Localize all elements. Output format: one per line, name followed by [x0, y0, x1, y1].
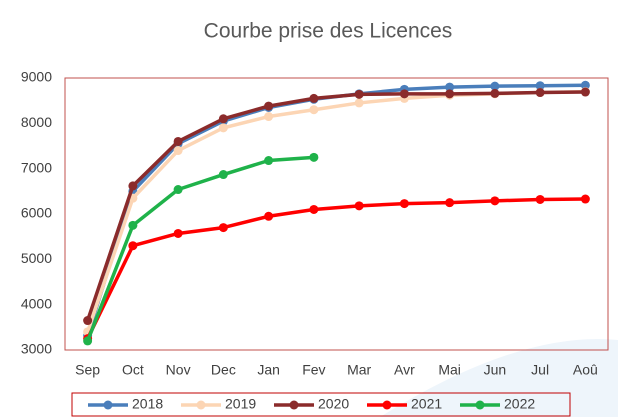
series-line — [85, 83, 586, 337]
legend-marker — [475, 400, 485, 410]
data-point — [128, 181, 138, 191]
legend-label: 2020 — [318, 396, 349, 412]
data-point — [83, 336, 93, 346]
y-tick-label: 9000 — [21, 69, 52, 85]
y-tick-label: 5000 — [21, 250, 52, 266]
data-point — [218, 170, 228, 180]
data-point — [490, 88, 500, 98]
data-point — [445, 82, 455, 92]
data-point — [218, 223, 228, 233]
data-point — [173, 136, 183, 146]
series-line — [85, 155, 314, 342]
data-point — [128, 241, 138, 251]
data-point — [173, 228, 183, 238]
series-line — [86, 197, 586, 340]
legend-box — [71, 392, 571, 417]
x-tick-label: Mar — [347, 362, 371, 378]
background-decoration — [380, 338, 618, 417]
data-point — [264, 112, 274, 122]
data-point — [399, 89, 409, 99]
series-line — [85, 89, 586, 333]
series-line — [85, 90, 586, 322]
data-point — [490, 81, 500, 91]
legend-label: 2019 — [225, 396, 256, 412]
data-point — [264, 101, 274, 111]
data-point — [309, 152, 319, 162]
y-tick-label: 6000 — [21, 205, 52, 221]
data-point — [309, 204, 319, 214]
x-tick-label: Mai — [438, 362, 461, 378]
legend-label: 2018 — [132, 396, 163, 412]
x-tick-label: Avr — [394, 362, 415, 378]
data-point — [309, 93, 319, 103]
data-point — [354, 98, 364, 108]
x-tick-label: Dec — [211, 362, 236, 378]
data-point — [264, 211, 274, 221]
x-tick-label: Jun — [484, 362, 507, 378]
data-point — [445, 89, 455, 99]
data-point — [309, 105, 319, 115]
x-tick-label: Jul — [531, 362, 549, 378]
data-point — [354, 89, 364, 99]
data-point — [264, 156, 274, 166]
y-tick-label: 4000 — [21, 295, 52, 311]
legend-marker — [103, 400, 113, 410]
legend-marker — [382, 400, 392, 410]
data-point — [218, 114, 228, 124]
legend-label: 2021 — [411, 396, 442, 412]
data-point — [173, 146, 183, 156]
legend-marker — [196, 400, 206, 410]
data-point — [535, 194, 545, 204]
x-tick-label: Oct — [122, 362, 144, 378]
x-tick-label: Sep — [75, 362, 100, 378]
data-point — [490, 196, 500, 206]
data-point — [580, 80, 590, 90]
chart-title: Courbe prise des Licences — [204, 20, 453, 43]
legend-label: 2022 — [504, 396, 535, 412]
y-tick-label: 7000 — [21, 159, 52, 175]
data-point — [580, 87, 590, 97]
data-point — [354, 201, 364, 211]
x-tick-label: Fev — [302, 362, 325, 378]
y-tick-label: 3000 — [21, 341, 52, 357]
plot-area — [64, 77, 609, 351]
data-point — [580, 194, 590, 204]
data-point — [128, 220, 138, 230]
x-tick-label: Aoû — [573, 362, 598, 378]
x-tick-label: Jan — [257, 362, 280, 378]
y-tick-label: 8000 — [21, 114, 52, 130]
x-tick-label: Nov — [166, 362, 191, 378]
data-point — [173, 185, 183, 195]
data-point — [535, 88, 545, 98]
legend-marker — [289, 400, 299, 410]
data-point — [535, 81, 545, 91]
data-point — [83, 316, 93, 326]
data-point — [445, 198, 455, 208]
data-point — [218, 123, 228, 133]
data-point — [399, 199, 409, 209]
